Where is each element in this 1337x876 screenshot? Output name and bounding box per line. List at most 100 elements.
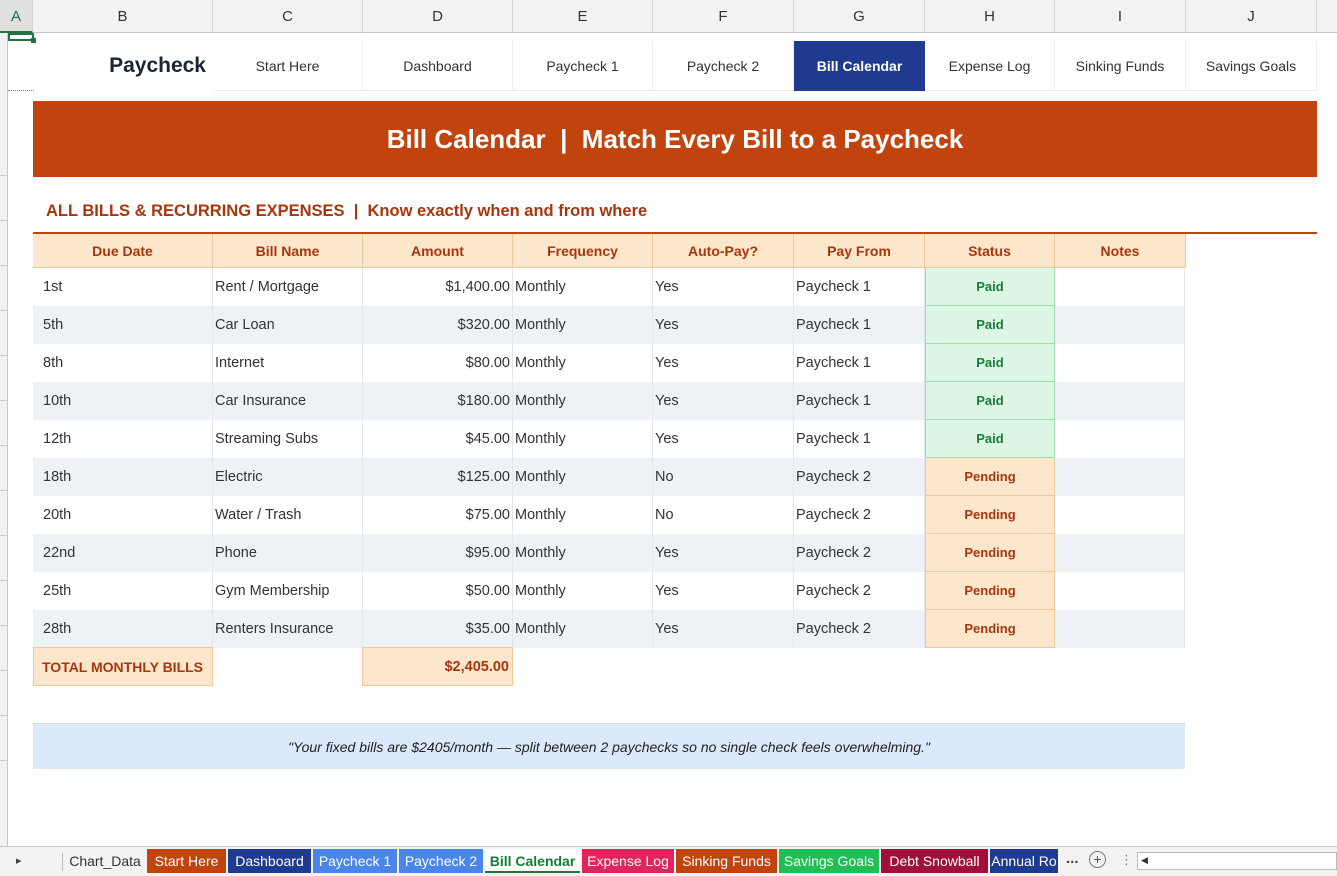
sheet-tab[interactable]: Annual Ro — [990, 849, 1058, 873]
cell-frequency[interactable]: Monthly — [513, 420, 653, 458]
sheet-tab[interactable]: Expense Log — [582, 849, 674, 873]
cell-frequency[interactable]: Monthly — [513, 610, 653, 648]
column-header-i[interactable]: I — [1055, 0, 1186, 33]
cell-frequency[interactable]: Monthly — [513, 306, 653, 344]
sheet-tab[interactable]: Debt Snowball — [881, 849, 988, 873]
sheet-tab[interactable]: Savings Goals — [779, 849, 879, 873]
column-header-e[interactable]: E — [513, 0, 653, 33]
cell-pay-from[interactable]: Paycheck 1 — [794, 344, 925, 382]
cell-status[interactable]: Pending — [925, 458, 1055, 496]
cell-due-date[interactable]: 8th — [33, 344, 213, 382]
cell-pay-from[interactable]: Paycheck 2 — [794, 496, 925, 534]
cell-amount[interactable]: $80.00 — [363, 344, 513, 382]
cell-auto-pay[interactable]: Yes — [653, 382, 794, 420]
sheet-tab[interactable]: Start Here — [147, 849, 226, 873]
cell-bill-name[interactable]: Internet — [213, 344, 363, 382]
column-header-b[interactable]: B — [33, 0, 213, 33]
cell-frequency[interactable]: Monthly — [513, 268, 653, 306]
column-header-a[interactable]: A — [0, 0, 33, 33]
cell-auto-pay[interactable]: Yes — [653, 572, 794, 610]
scroll-left-icon[interactable]: ◀ — [1141, 855, 1148, 865]
cell-pay-from[interactable]: Paycheck 2 — [794, 458, 925, 496]
more-tabs-button[interactable]: ... — [1066, 850, 1079, 867]
cell-pay-from[interactable]: Paycheck 2 — [794, 610, 925, 648]
cell-due-date[interactable]: 28th — [33, 610, 213, 648]
cell-notes[interactable] — [1055, 496, 1185, 534]
cell-auto-pay[interactable]: Yes — [653, 610, 794, 648]
cell-status[interactable]: Pending — [925, 496, 1055, 534]
sheet-tab[interactable]: Paycheck 2 — [399, 849, 483, 873]
active-cell-a1[interactable] — [8, 33, 36, 43]
cell-pay-from[interactable]: Paycheck 2 — [794, 572, 925, 610]
cell-bill-name[interactable]: Electric — [213, 458, 363, 496]
cell-frequency[interactable]: Monthly — [513, 534, 653, 572]
cell-status[interactable]: Paid — [925, 268, 1055, 306]
cell-due-date[interactable]: 1st — [33, 268, 213, 306]
nav-bill-calendar[interactable]: Bill Calendar — [794, 41, 925, 91]
column-header-f[interactable]: F — [653, 0, 794, 33]
cell-amount[interactable]: $35.00 — [363, 610, 513, 648]
column-header-j[interactable]: J — [1186, 0, 1317, 33]
cell-auto-pay[interactable]: Yes — [653, 420, 794, 458]
cell-bill-name[interactable]: Gym Membership — [213, 572, 363, 610]
cell-due-date[interactable]: 10th — [33, 382, 213, 420]
horizontal-scrollbar[interactable]: ◀ — [1137, 852, 1337, 870]
cell-notes[interactable] — [1055, 458, 1185, 496]
cell-notes[interactable] — [1055, 610, 1185, 648]
cell-bill-name[interactable]: Water / Trash — [213, 496, 363, 534]
cell-pay-from[interactable]: Paycheck 1 — [794, 420, 925, 458]
cell-frequency[interactable]: Monthly — [513, 382, 653, 420]
add-sheet-icon[interactable]: + — [1089, 851, 1106, 868]
total-label[interactable]: TOTAL MONTHLY BILLS — [33, 647, 213, 686]
nav-savings-goals[interactable]: Savings Goals — [1186, 41, 1317, 91]
cell-frequency[interactable]: Monthly — [513, 344, 653, 382]
cell-auto-pay[interactable]: No — [653, 458, 794, 496]
cell-bill-name[interactable]: Streaming Subs — [213, 420, 363, 458]
column-header-c[interactable]: C — [213, 0, 363, 33]
cell-due-date[interactable]: 18th — [33, 458, 213, 496]
nav-expense-log[interactable]: Expense Log — [925, 41, 1055, 91]
cell-amount[interactable]: $180.00 — [363, 382, 513, 420]
cell-bill-name[interactable]: Renters Insurance — [213, 610, 363, 648]
cell-status[interactable]: Paid — [925, 344, 1055, 382]
cell-pay-from[interactable]: Paycheck 1 — [794, 382, 925, 420]
cell-amount[interactable]: $45.00 — [363, 420, 513, 458]
cell-status[interactable]: Paid — [925, 420, 1055, 458]
cell-auto-pay[interactable]: Yes — [653, 268, 794, 306]
cell-bill-name[interactable]: Rent / Mortgage — [213, 268, 363, 306]
sheet-tab[interactable]: Dashboard — [228, 849, 311, 873]
cell-amount[interactable]: $50.00 — [363, 572, 513, 610]
cell-due-date[interactable]: 22nd — [33, 534, 213, 572]
sheet-tab[interactable]: Chart_Data — [69, 853, 141, 869]
cell-amount[interactable]: $320.00 — [363, 306, 513, 344]
sheet-tab[interactable]: Paycheck 1 — [313, 849, 397, 873]
cell-status[interactable]: Pending — [925, 572, 1055, 610]
cell-frequency[interactable]: Monthly — [513, 458, 653, 496]
cell-due-date[interactable]: 20th — [33, 496, 213, 534]
cell-status[interactable]: Pending — [925, 534, 1055, 572]
nav-paycheck-2[interactable]: Paycheck 2 — [653, 41, 794, 91]
cell-status[interactable]: Paid — [925, 306, 1055, 344]
scroll-tabs-right-icon[interactable]: ▸ — [16, 855, 22, 867]
options-icon[interactable]: ⋮ — [1120, 852, 1133, 867]
cell-notes[interactable] — [1055, 572, 1185, 610]
column-header-g[interactable]: G — [794, 0, 925, 33]
cell-status[interactable]: Pending — [925, 610, 1055, 648]
nav-dashboard[interactable]: Dashboard — [363, 41, 513, 91]
cell-notes[interactable] — [1055, 344, 1185, 382]
cell-due-date[interactable]: 25th — [33, 572, 213, 610]
nav-paycheck-1[interactable]: Paycheck 1 — [513, 41, 653, 91]
sheet-tab[interactable]: Sinking Funds — [676, 849, 777, 873]
cell-auto-pay[interactable]: Yes — [653, 306, 794, 344]
cell-pay-from[interactable]: Paycheck 2 — [794, 534, 925, 572]
column-header-h[interactable]: H — [925, 0, 1055, 33]
cell-due-date[interactable]: 5th — [33, 306, 213, 344]
cell-amount[interactable]: $75.00 — [363, 496, 513, 534]
cell-auto-pay[interactable]: Yes — [653, 534, 794, 572]
cell-auto-pay[interactable]: No — [653, 496, 794, 534]
nav-sinking-funds[interactable]: Sinking Funds — [1055, 41, 1186, 91]
cell-bill-name[interactable]: Phone — [213, 534, 363, 572]
cell-due-date[interactable]: 12th — [33, 420, 213, 458]
cell-frequency[interactable]: Monthly — [513, 572, 653, 610]
cell-bill-name[interactable]: Car Loan — [213, 306, 363, 344]
